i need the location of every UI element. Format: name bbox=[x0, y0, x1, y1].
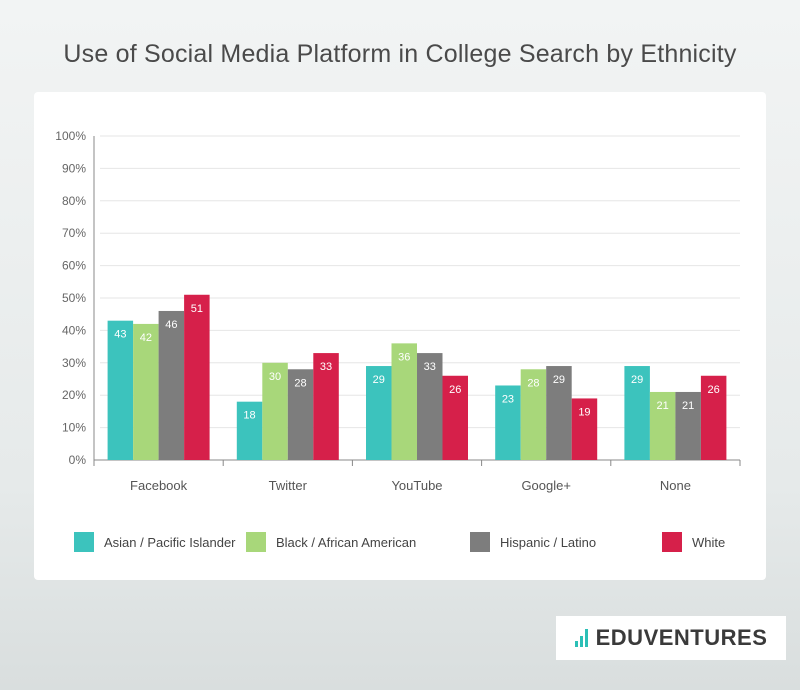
y-tick-label: 20% bbox=[62, 388, 86, 402]
bar bbox=[366, 366, 392, 460]
y-tick-label: 30% bbox=[62, 356, 86, 370]
legend-item: White bbox=[662, 532, 725, 552]
y-tick-label: 10% bbox=[62, 421, 86, 435]
x-tick-label: YouTube bbox=[391, 478, 442, 493]
data-label: 30 bbox=[269, 371, 281, 383]
bar bbox=[624, 366, 650, 460]
bar bbox=[495, 385, 521, 460]
legend-item: Hispanic / Latino bbox=[470, 532, 596, 552]
brand-name: EDUVENTURES bbox=[595, 625, 768, 650]
data-label: 51 bbox=[191, 303, 203, 315]
x-tick-label: Google+ bbox=[521, 478, 571, 493]
data-label: 29 bbox=[631, 374, 643, 386]
y-tick-label: 0% bbox=[69, 453, 87, 467]
bar bbox=[133, 323, 159, 460]
bar bbox=[107, 320, 134, 460]
data-label: 42 bbox=[140, 332, 152, 344]
legend-swatch bbox=[246, 532, 266, 552]
bar bbox=[700, 375, 727, 460]
legend-swatch bbox=[470, 532, 490, 552]
chart-card: 0% 10% 20% 30% 40% 50% 60% 70% 80% 90% 100% 43 42 46 5… bbox=[34, 92, 766, 580]
x-tick-label: None bbox=[660, 478, 691, 493]
data-label: 23 bbox=[502, 393, 514, 405]
data-label: 33 bbox=[320, 361, 332, 373]
bar bbox=[417, 353, 443, 460]
data-label: 21 bbox=[682, 400, 694, 412]
legend-label: Hispanic / Latino bbox=[500, 534, 597, 550]
y-tick-label: 100% bbox=[55, 129, 86, 143]
bar bbox=[571, 398, 598, 460]
legend-swatch bbox=[74, 532, 94, 552]
bar-chart-logo-icon bbox=[574, 629, 590, 647]
y-tick-label: 50% bbox=[62, 291, 86, 305]
data-label: 36 bbox=[398, 351, 410, 363]
data-label: 28 bbox=[527, 377, 539, 389]
data-label: 29 bbox=[553, 374, 565, 386]
bar bbox=[313, 353, 339, 460]
bar bbox=[546, 366, 572, 460]
bar bbox=[158, 310, 185, 460]
x-tick-label: Facebook bbox=[130, 478, 188, 493]
x-tick-label: Twitter bbox=[269, 478, 308, 493]
y-tick-label: 70% bbox=[62, 226, 86, 240]
data-label: 33 bbox=[424, 361, 436, 373]
chart-legend: Asian / Pacific Islander Black / African … bbox=[74, 532, 764, 556]
data-label: 26 bbox=[449, 384, 461, 396]
data-label: 28 bbox=[294, 377, 306, 389]
bar bbox=[236, 401, 263, 460]
legend-item: Asian / Pacific Islander bbox=[74, 532, 236, 552]
bar-chart: 0% 10% 20% 30% 40% 50% 60% 70% 80% 90% 100% 43 42 46 5… bbox=[55, 129, 741, 493]
y-tick-label: 60% bbox=[62, 259, 86, 273]
y-tick-label: 40% bbox=[62, 323, 86, 337]
y-tick-label: 90% bbox=[62, 161, 86, 175]
data-label: 19 bbox=[578, 406, 590, 418]
data-label: 43 bbox=[114, 329, 126, 341]
bar bbox=[442, 375, 468, 460]
y-tick-label: 80% bbox=[62, 194, 86, 208]
bar bbox=[184, 294, 210, 460]
data-label: 46 bbox=[165, 319, 177, 331]
bar bbox=[391, 343, 417, 460]
data-label: 26 bbox=[708, 384, 720, 396]
legend-label: Black / African American bbox=[276, 534, 417, 550]
bar bbox=[675, 391, 701, 460]
chart-title: Use of Social Media Platform in College … bbox=[63, 40, 737, 68]
legend-label: Asian / Pacific Islander bbox=[104, 534, 236, 550]
legend-label: White bbox=[692, 534, 726, 550]
data-label: 21 bbox=[657, 400, 669, 412]
legend-item: Black / African American bbox=[246, 532, 416, 552]
bar bbox=[262, 362, 288, 460]
brand-logo: EDUVENTURES bbox=[556, 616, 786, 660]
legend-swatch bbox=[662, 532, 682, 552]
data-label: 18 bbox=[243, 410, 255, 422]
bar bbox=[649, 391, 676, 460]
bar bbox=[287, 369, 314, 460]
bar bbox=[520, 369, 547, 460]
data-label: 29 bbox=[373, 374, 385, 386]
